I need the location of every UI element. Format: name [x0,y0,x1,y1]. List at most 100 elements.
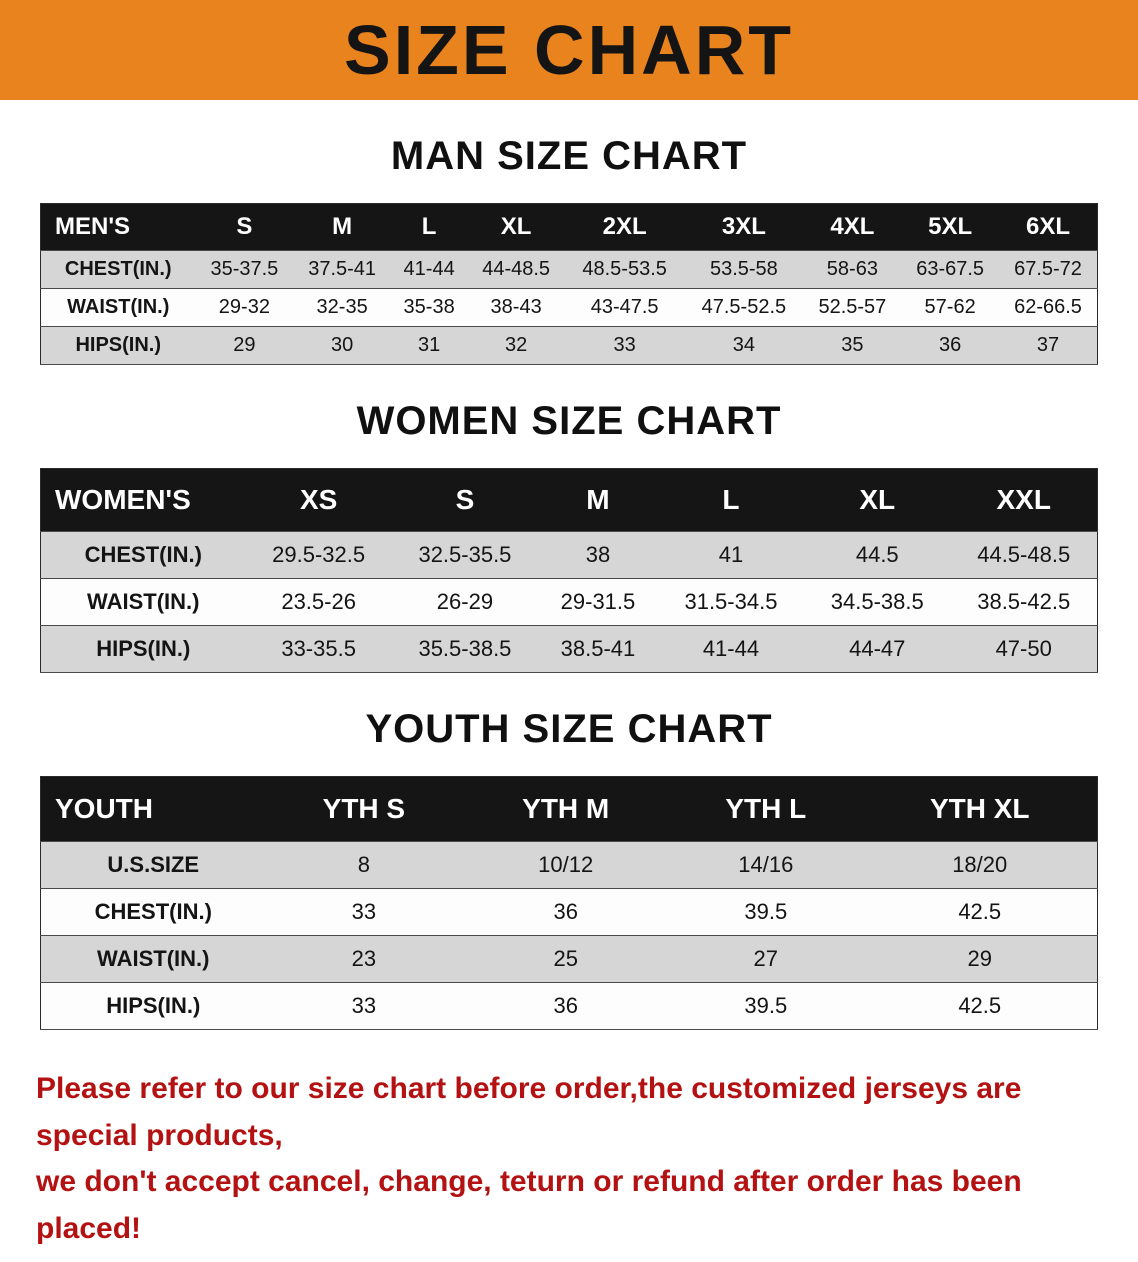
size-chart-banner: SIZE CHART [0,0,1138,100]
size-value: 30 [293,326,391,365]
row-label: HIPS(IN.) [40,326,196,365]
size-value: 8 [265,841,463,889]
size-value: 32-35 [293,288,391,327]
size-value: 37 [999,326,1098,365]
size-column-header: 5XL [928,213,973,240]
table-row: WAIST(IN.) 23 25 27 29 [40,935,1098,983]
size-column-header: M [332,213,353,240]
size-column-header: XXL [996,484,1051,515]
row-label: HIPS(IN.) [40,982,266,1030]
size-value: 27 [669,935,863,983]
row-label: WAIST(IN.) [40,288,196,327]
size-value: 43-47.5 [565,288,685,327]
size-column-header: XL [859,484,896,515]
row-label: CHEST(IN.) [40,531,246,579]
size-value: 53.5-58 [684,250,804,289]
size-column-header: S [236,213,253,240]
table-corner-label: WOMEN'S [55,484,191,515]
size-column-header: YTH S [322,793,406,824]
table-row: CHEST(IN.) 35-37.5 37.5-41 41-44 44-48.5 48.5… [40,250,1098,289]
size-column-header: YTH XL [929,793,1030,824]
size-value: 36 [462,982,670,1030]
size-value: 44-48.5 [467,250,565,289]
size-value: 67.5-72 [999,250,1098,289]
size-value: 31.5-34.5 [657,578,805,626]
size-value: 29 [195,326,294,365]
size-value: 47-50 [950,625,1098,673]
size-value: 33-35.5 [245,625,392,673]
size-value: 25 [462,935,670,983]
row-label: HIPS(IN.) [40,625,246,673]
size-value: 39.5 [669,888,863,936]
size-value: 36 [901,326,999,365]
disclaimer-line-1: Please refer to our size chart before or… [36,1072,1022,1152]
table-row: U.S.SIZE 8 10/12 14/16 18/20 [40,841,1098,889]
size-value: 35-38 [391,288,468,327]
size-column-header: 6XL [1025,213,1070,240]
size-value: 34.5-38.5 [804,578,951,626]
table-row: HIPS(IN.) 29 30 31 32 33 34 35 36 37 [40,326,1098,365]
men-size-table: MEN'S S M L XL 2XL 3XL 4XL 5XL 6XL CHEST(IN.) 35-37… [40,203,1098,365]
size-value: 41 [657,531,805,579]
table-header-row: MEN'S S M L XL 2XL 3XL 4XL 5XL 6XL [40,203,1098,251]
size-column-header: L [421,213,437,240]
table-row: CHEST(IN.) 33 36 39.5 42.5 [40,888,1098,936]
banner-title: SIZE CHART [344,11,794,89]
size-value: 37.5-41 [293,250,391,289]
size-value: 47.5-52.5 [684,288,804,327]
size-value: 44.5 [804,531,951,579]
disclaimer-line-2: we don't accept cancel, change, teturn o… [36,1165,1022,1245]
youth-section-heading: YOUTH SIZE CHART [365,707,773,751]
size-value: 35 [803,326,902,365]
table-corner-label: MEN'S [55,213,131,240]
table-row: HIPS(IN.) 33 36 39.5 42.5 [40,982,1098,1030]
youth-size-table: YOUTH YTH S YTH M YTH L YTH XL U.S.SIZE 8 10/12… [40,776,1098,1030]
size-value: 32 [467,326,565,365]
size-value: 58-63 [803,250,902,289]
men-section-heading: MAN SIZE CHART [390,134,748,178]
size-value: 31 [391,326,468,365]
size-value: 33 [565,326,685,365]
size-value: 36 [462,888,670,936]
size-value: 38.5-42.5 [950,578,1098,626]
table-row: WAIST(IN.) 29-32 32-35 35-38 38-43 43-47.5 47.… [40,288,1098,327]
size-value: 29 [862,935,1098,983]
size-value: 10/12 [462,841,670,889]
disclaimer: Please refer to our size chart before or… [36,1066,1102,1252]
size-value: 44-47 [804,625,951,673]
size-value: 41-44 [657,625,805,673]
table-header-row: YOUTH YTH S YTH M YTH L YTH XL [40,776,1098,842]
size-value: 38-43 [467,288,565,327]
size-value: 34 [684,326,804,365]
table-row: WAIST(IN.) 23.5-26 26-29 29-31.5 31.5-34.5 34… [40,578,1098,626]
size-value: 35-37.5 [195,250,294,289]
size-value: 41-44 [391,250,468,289]
size-value: 18/20 [862,841,1098,889]
size-value: 33 [265,888,463,936]
size-value: 33 [265,982,463,1030]
size-column-header: YTH M [522,793,610,824]
size-value: 14/16 [669,841,863,889]
size-value: 38.5-41 [538,625,658,673]
size-column-header: 2XL [602,213,647,240]
size-value: 42.5 [862,888,1098,936]
size-value: 38 [538,531,658,579]
size-column-header: XL [500,213,532,240]
size-value: 23 [265,935,463,983]
row-label: CHEST(IN.) [40,888,266,936]
size-value: 35.5-38.5 [391,625,539,673]
row-label: U.S.SIZE [40,841,266,889]
size-column-header: XS [299,484,338,515]
size-value: 62-66.5 [999,288,1098,327]
size-column-header: YTH L [725,793,807,824]
size-value: 44.5-48.5 [950,531,1098,579]
table-row: CHEST(IN.) 29.5-32.5 32.5-35.5 38 41 44.5 44.5… [40,531,1098,579]
table-header-row: WOMEN'S XS S M L XL XXL [40,468,1098,532]
size-value: 42.5 [862,982,1098,1030]
row-label: CHEST(IN.) [40,250,196,289]
size-column-header: M [586,484,610,515]
size-column-header: L [722,484,740,515]
table-row: HIPS(IN.) 33-35.5 35.5-38.5 38.5-41 41-44 44-… [40,625,1098,673]
table-corner-label: YOUTH [55,793,153,824]
size-value: 57-62 [901,288,999,327]
